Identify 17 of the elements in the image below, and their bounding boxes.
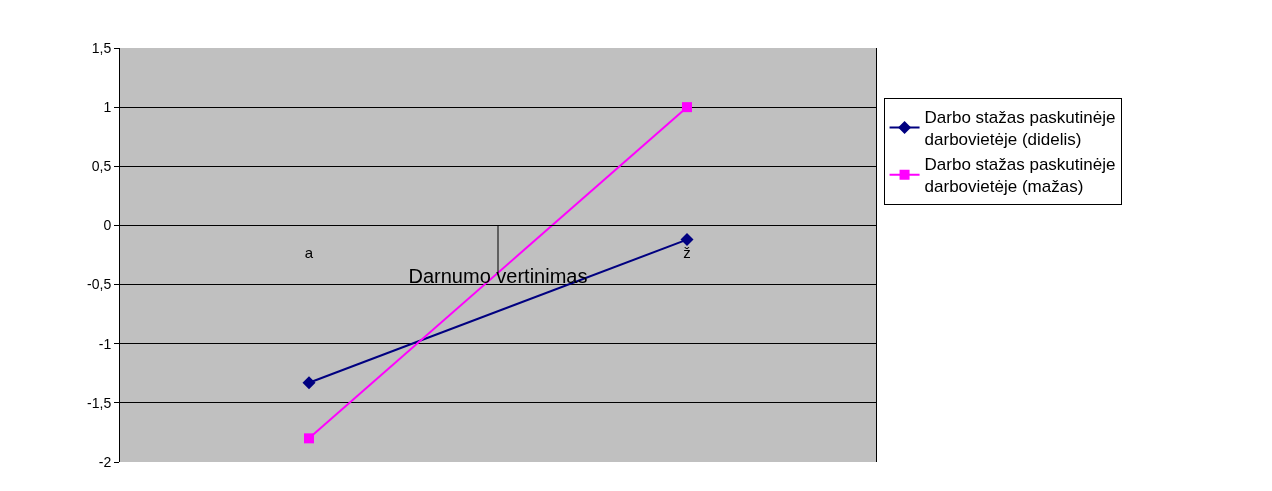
x-tick-label: ž	[683, 244, 691, 262]
point	[302, 376, 316, 390]
y-tick-label: -0,5	[87, 276, 112, 293]
y-tick-label: -1,5	[87, 394, 112, 411]
y-tick-label: 1	[103, 99, 112, 116]
legend-label: Darbo stažas paskutinėje darbovietėje (didelis)	[924, 108, 1116, 150]
y-tick-label: -1	[98, 335, 112, 352]
y-tick-label: 1,5	[91, 39, 112, 56]
point	[304, 433, 314, 444]
point	[682, 102, 692, 113]
y-tick-label: 0,5	[91, 158, 112, 175]
legend-label: Darbo stažas paskutinėje darbovietėje (mažas)	[924, 155, 1116, 197]
y-tick-label: -2	[98, 453, 112, 470]
y-tick-label: 0	[103, 217, 112, 234]
point	[680, 233, 694, 247]
x-axis-title: Darnumo vertinimas	[408, 264, 588, 287]
x-tick-label: a	[304, 244, 314, 262]
